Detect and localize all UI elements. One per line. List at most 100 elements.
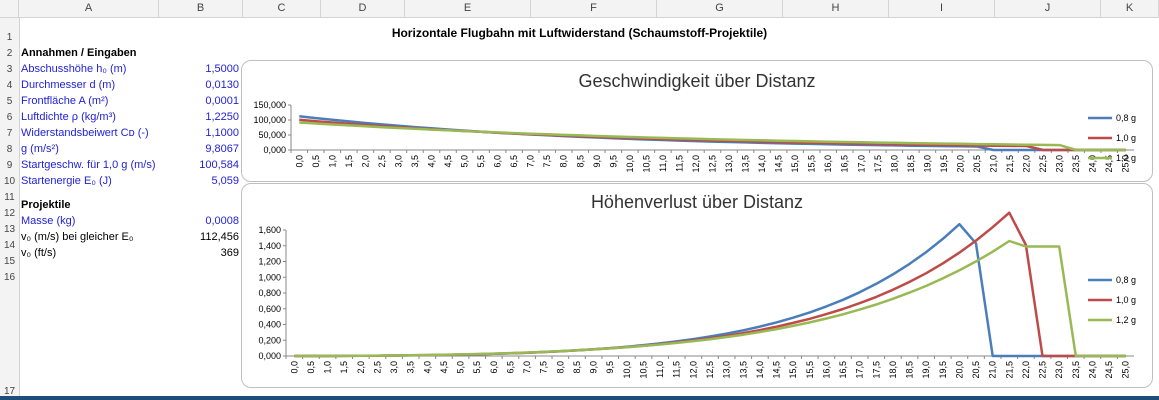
- projectile-value[interactable]: 369: [220, 247, 239, 259]
- y-tick-label: 1,000: [258, 272, 281, 282]
- x-tick-label: 3,5: [406, 361, 416, 374]
- input-value[interactable]: 5,059: [211, 175, 239, 187]
- sheet-title[interactable]: Horizontale Flugbahn mit Luftwiderstand …: [391, 26, 768, 40]
- x-tick-label: 0,0: [294, 155, 304, 168]
- projectile-value[interactable]: 0,0008: [205, 215, 239, 227]
- projectile-value[interactable]: 112,456: [200, 231, 239, 243]
- x-tick-label: 13,0: [724, 155, 734, 173]
- x-tick-label: 21,0: [988, 361, 998, 379]
- input-label[interactable]: Abschusshöhe h₀ (m): [21, 63, 127, 75]
- row-header[interactable]: 8: [6, 144, 13, 155]
- legend-label: 0,8 g: [1116, 113, 1136, 123]
- column-header-f[interactable]: F: [531, 0, 657, 17]
- x-tick-label: 8,0: [555, 361, 565, 374]
- series-line-1: [294, 211, 1126, 358]
- y-tick-label: 1,600: [258, 225, 281, 235]
- select-all-corner[interactable]: [0, 0, 19, 17]
- x-tick-label: 11,0: [655, 361, 665, 378]
- input-label[interactable]: Startenergie E₀ (J): [21, 175, 112, 187]
- row-header[interactable]: 5: [6, 96, 13, 107]
- y-tick-label: 0,200: [258, 335, 281, 345]
- input-value[interactable]: 100,584: [199, 159, 239, 171]
- x-tick-label: 14,5: [772, 361, 782, 379]
- legend-label: 1,0 g: [1116, 133, 1136, 143]
- row-header[interactable]: 2: [6, 48, 13, 59]
- x-tick-label: 17,5: [873, 155, 883, 173]
- row-header[interactable]: 7: [6, 128, 13, 139]
- x-tick-label: 17,0: [855, 361, 865, 379]
- row-header[interactable]: 12: [3, 208, 16, 219]
- input-label[interactable]: Durchmesser d (m): [21, 79, 116, 91]
- x-tick-label: 8,5: [575, 155, 585, 168]
- column-header-h[interactable]: H: [783, 0, 889, 17]
- x-tick-label: 18,5: [905, 361, 915, 379]
- y-tick-label: 0,800: [258, 288, 281, 298]
- y-tick-label: 150,000: [253, 100, 286, 110]
- x-tick-label: 12,0: [688, 361, 698, 379]
- x-tick-label: 20,0: [954, 361, 964, 379]
- y-tick-label: 0,000: [263, 145, 286, 155]
- velocity-chart[interactable]: Geschwindigkeit über Distanz 150,000 100,0…: [241, 60, 1153, 182]
- projectiles-header[interactable]: Projektile: [21, 199, 71, 211]
- row-header[interactable]: 15: [3, 256, 16, 267]
- series-line-0: [294, 222, 1126, 358]
- height-loss-chart[interactable]: Höhenverlust über Distanz 1,600 1,400 1,200…: [241, 183, 1153, 388]
- input-value[interactable]: 1,5000: [205, 63, 239, 75]
- column-header-c[interactable]: C: [243, 0, 321, 17]
- legend-label: 0,8 g: [1116, 275, 1136, 285]
- inputs-header[interactable]: Annahmen / Eingaben: [21, 47, 137, 59]
- row-header-bar: 1 2 3 4 5 6 7 8 9 10 11 12 13 14 15 16 1…: [0, 18, 20, 400]
- row-header[interactable]: 17: [3, 386, 16, 397]
- x-tick-label: 9,5: [608, 155, 618, 168]
- x-tick-label: 11,5: [674, 155, 684, 172]
- column-header-a[interactable]: A: [19, 0, 159, 17]
- row-header[interactable]: 9: [6, 160, 13, 171]
- x-tick-label: 20,0: [955, 155, 965, 173]
- input-label[interactable]: Widerstandsbeiwert Cᴅ (-): [21, 127, 149, 139]
- column-header-g[interactable]: G: [657, 0, 783, 17]
- x-tick-label: 22,5: [1038, 361, 1048, 379]
- row-header[interactable]: 13: [3, 224, 16, 235]
- input-value[interactable]: 1,1000: [205, 127, 239, 139]
- row-header[interactable]: 16: [3, 272, 16, 283]
- x-tick-label: 12,0: [691, 155, 701, 173]
- x-tick-label: 1,5: [339, 361, 349, 374]
- row-header[interactable]: 10: [3, 176, 16, 187]
- projectile-label[interactable]: v₀ (ft/s): [21, 247, 57, 259]
- x-tick-label: 17,5: [871, 361, 881, 379]
- x-tick-label: 19,0: [922, 155, 932, 173]
- y-tick-label: 100,000: [253, 115, 286, 125]
- input-value[interactable]: 1,2250: [205, 111, 239, 123]
- x-tick-label: 14,5: [774, 155, 784, 173]
- input-value[interactable]: 9,8067: [205, 143, 239, 155]
- row-header[interactable]: 3: [6, 64, 13, 75]
- column-header-i[interactable]: I: [889, 0, 995, 17]
- projectile-label[interactable]: Masse (kg): [21, 215, 76, 227]
- column-header-k[interactable]: K: [1101, 0, 1159, 17]
- input-value[interactable]: 0,0130: [205, 79, 239, 91]
- input-label[interactable]: Frontfläche A (m²): [21, 95, 109, 107]
- x-tick-label: 3,5: [410, 155, 420, 168]
- column-header-d[interactable]: D: [321, 0, 405, 17]
- x-tick-label: 8,0: [559, 155, 569, 168]
- input-label[interactable]: g (m/s²): [21, 143, 59, 155]
- input-label[interactable]: Startgeschw. für 1,0 g (m/s): [21, 159, 156, 171]
- input-label[interactable]: Luftdichte ρ (kg/m³): [21, 111, 116, 123]
- row-header[interactable]: 14: [3, 240, 16, 251]
- x-tick-label: 1,0: [327, 155, 337, 168]
- x-tick-label: 0,5: [311, 155, 321, 168]
- x-tick-label: 15,0: [788, 361, 798, 379]
- row-header[interactable]: 1: [6, 32, 13, 43]
- x-tick-label: 20,5: [971, 361, 981, 379]
- column-header-b[interactable]: B: [159, 0, 243, 17]
- x-tick-label: 3,0: [389, 361, 399, 374]
- row-header[interactable]: 4: [6, 80, 13, 91]
- projectile-label[interactable]: v₀ (m/s) bei gleicher E₀: [21, 231, 134, 243]
- row-header[interactable]: 11: [4, 192, 15, 203]
- x-tick-label: 25,0: [1121, 155, 1131, 173]
- column-header-j[interactable]: J: [995, 0, 1101, 17]
- input-value[interactable]: 0,0001: [205, 95, 239, 107]
- x-tick-label: 2,5: [372, 361, 382, 374]
- column-header-e[interactable]: E: [405, 0, 531, 17]
- row-header[interactable]: 6: [6, 112, 13, 123]
